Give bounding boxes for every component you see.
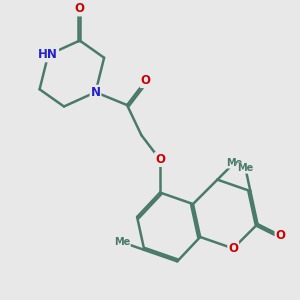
- Text: O: O: [228, 242, 238, 255]
- Text: HN: HN: [38, 48, 58, 62]
- Text: Me: Me: [114, 237, 130, 247]
- Text: Me: Me: [226, 158, 242, 168]
- Text: O: O: [75, 2, 85, 16]
- Text: O: O: [275, 229, 286, 242]
- Text: N: N: [91, 86, 100, 99]
- Text: Me: Me: [237, 163, 254, 173]
- Text: O: O: [141, 74, 151, 87]
- Text: O: O: [155, 153, 165, 166]
